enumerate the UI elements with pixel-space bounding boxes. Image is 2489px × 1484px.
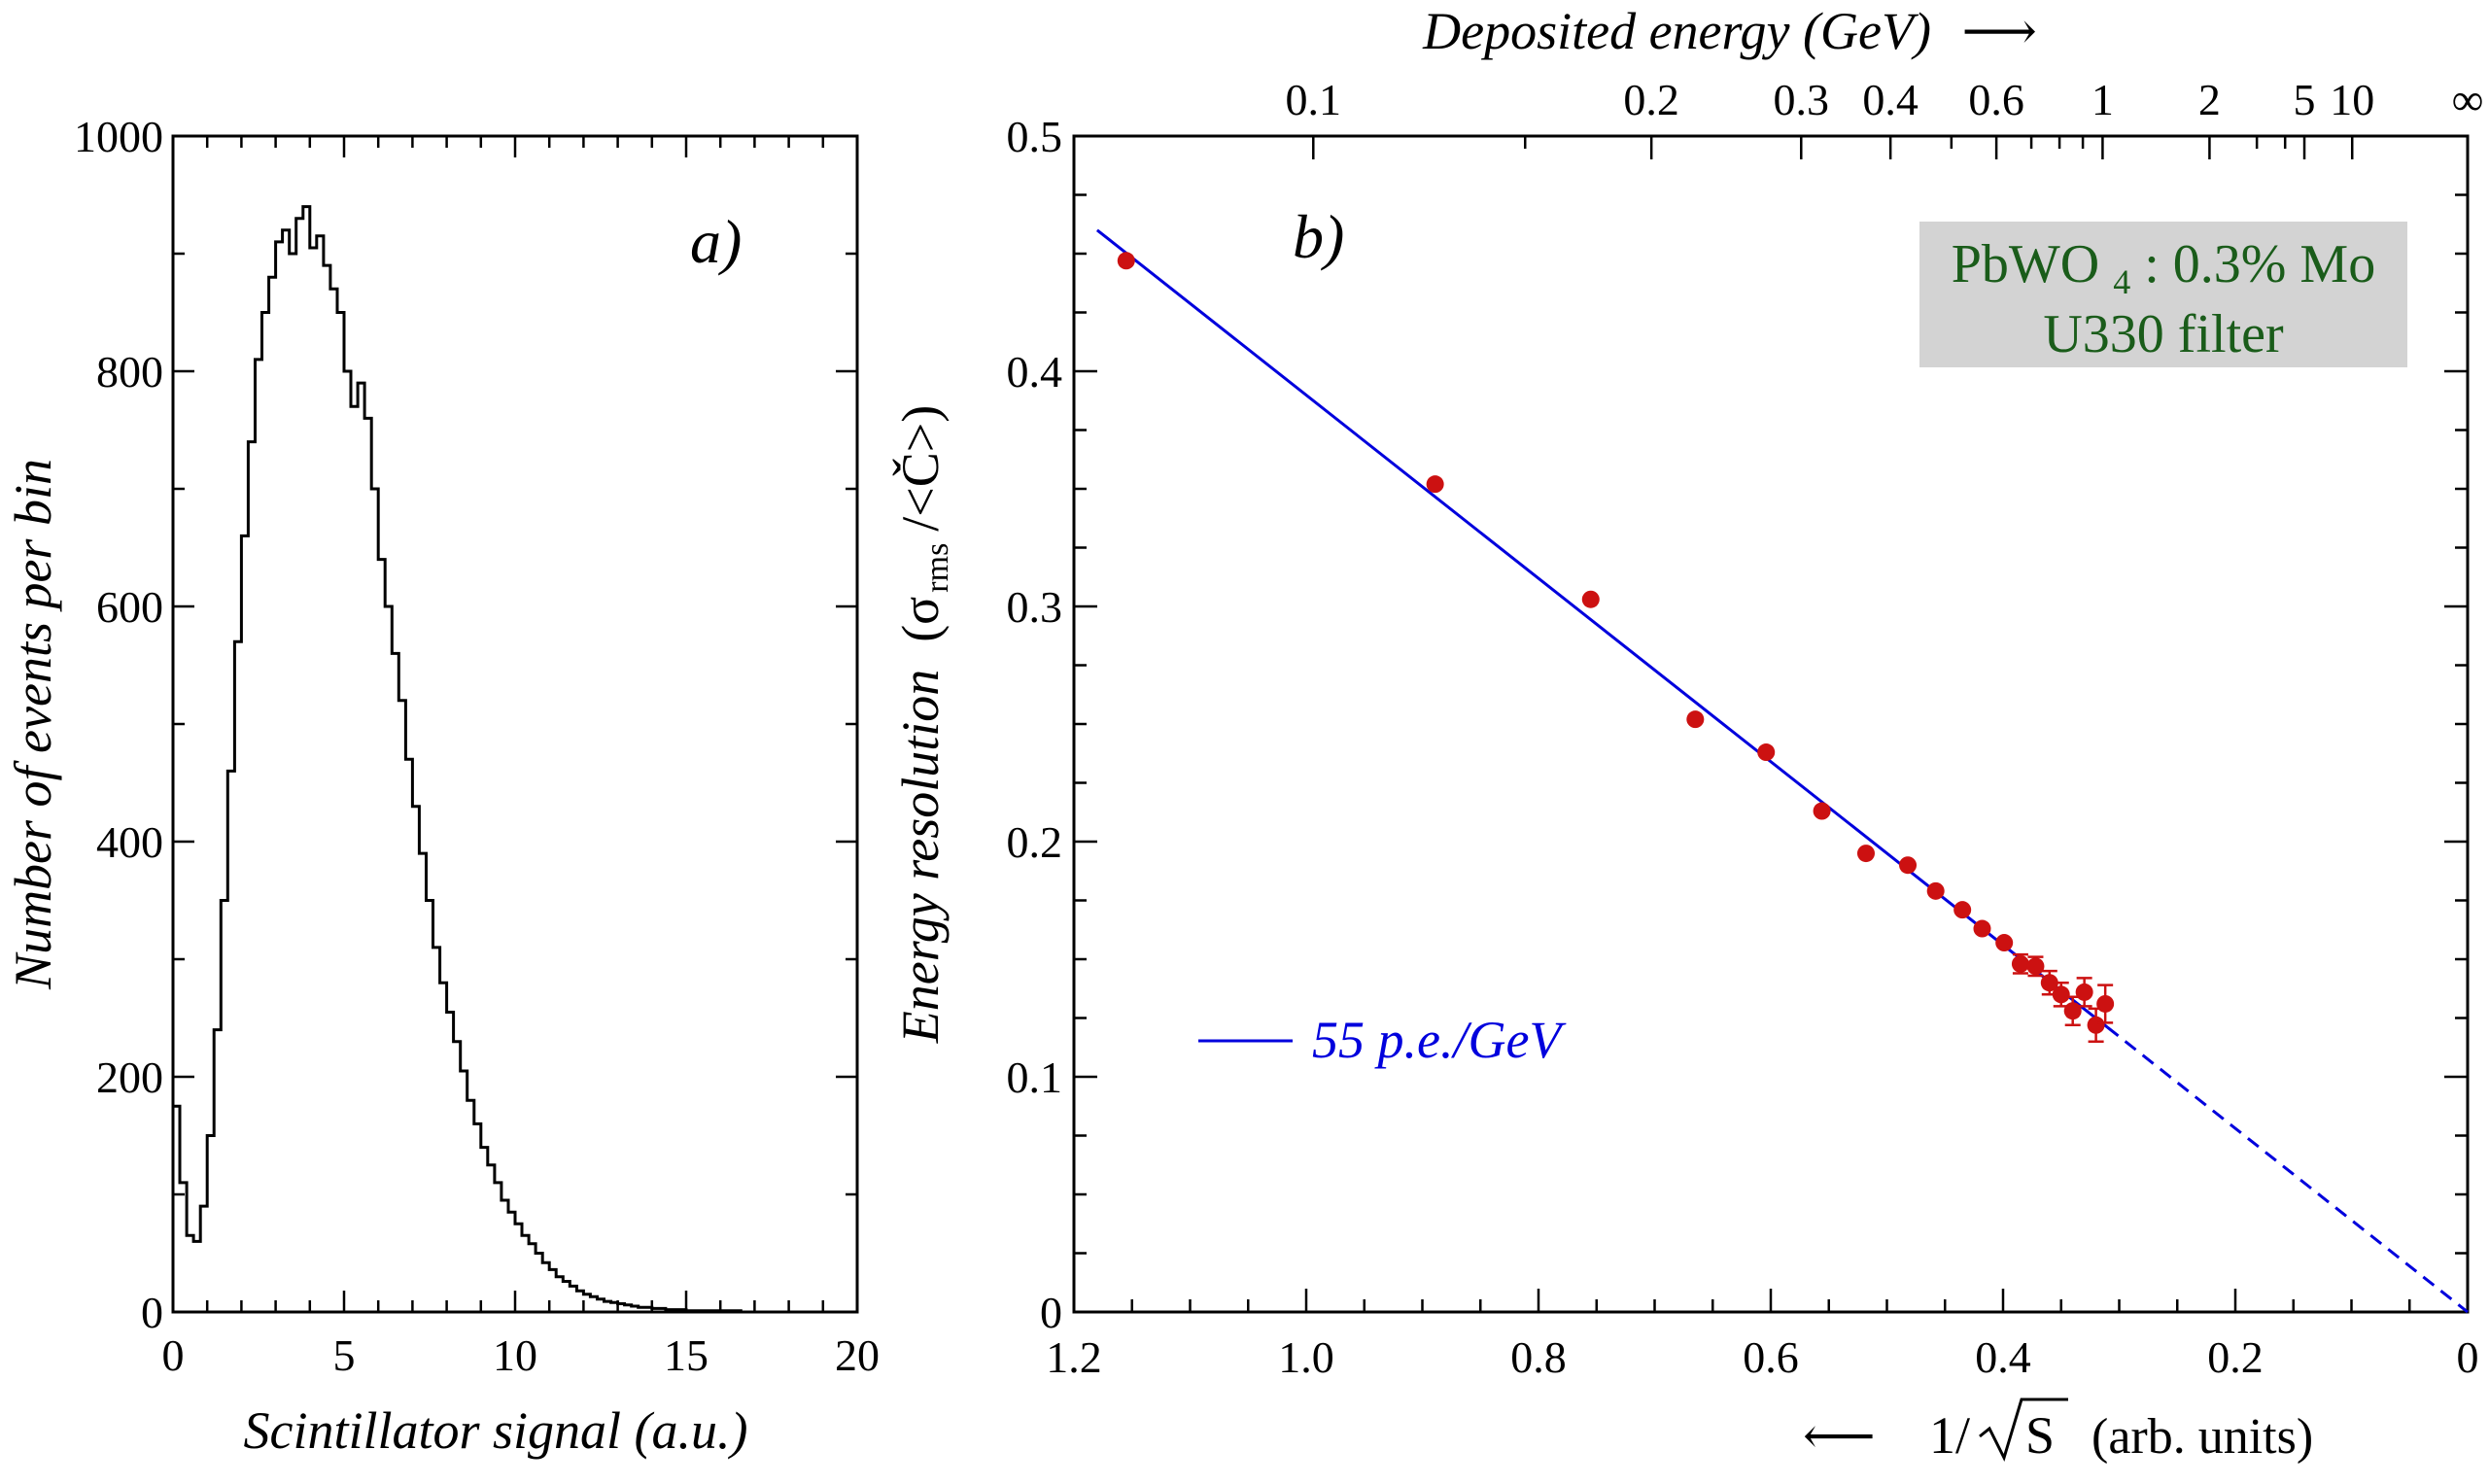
x-tick-label: 5: [333, 1330, 356, 1380]
y-axis-title-close: /<Č>): [891, 405, 950, 532]
y-axis-title-main: Energy resolution: [891, 670, 950, 1044]
y-tick-label: 400: [96, 817, 163, 867]
panel-b-frame: [1072, 134, 2470, 1314]
panel-b-resolution: 1.2 1.0 0.8 0.6 0.4 0.2 0 0 0.1 0.2 0.3 0.4 0.5 0.1…: [891, 2, 2483, 1465]
x-tick-label: 10: [493, 1330, 537, 1380]
material-annotation: PbWO 4 : 0.3% Mo U330 filter: [1919, 222, 2407, 367]
top-tick-label: 2: [2198, 75, 2221, 124]
y-tick-label: 0: [1040, 1288, 1062, 1337]
y-tick-label: 0.1: [1007, 1053, 1063, 1102]
panel-b-fit-lines: [1095, 228, 2469, 1314]
panel-a-y-tick-labels: 0 200 400 600 800 1000: [74, 112, 163, 1337]
top-tick-label: 0.1: [1286, 75, 1342, 124]
data-point: [2087, 1016, 2105, 1034]
data-point: [2052, 985, 2070, 1004]
x-tick-label: 0.8: [1510, 1332, 1567, 1382]
data-point: [1953, 901, 1972, 919]
top-tick-label: 0.2: [1623, 75, 1679, 124]
top-tick-label: 0.4: [1862, 75, 1919, 124]
sqrt-radical-icon: [1979, 1398, 2068, 1463]
y-axis-title-sub: rms: [919, 543, 955, 593]
annotation-line-1: PbWO 4 : 0.3% Mo: [1952, 234, 2375, 306]
y-tick-label: 600: [96, 582, 163, 632]
data-point: [1117, 252, 1135, 270]
annotation-subscript: 4: [2113, 262, 2130, 301]
data-point: [1686, 710, 1705, 729]
y-tick-label: 1000: [74, 112, 163, 161]
y-tick-label: 0.3: [1007, 582, 1063, 632]
x-axis-arrow: ⟵: [1803, 1409, 1876, 1465]
x-axis-title-suffix: (arb. units): [2091, 1409, 2313, 1465]
y-tick-label: 200: [96, 1053, 163, 1102]
x-tick-label: 1.2: [1046, 1332, 1102, 1382]
extrapolation-line: [2106, 1026, 2469, 1314]
panel-b-label: b): [1293, 202, 1344, 271]
x-axis-title-radicand: S: [2025, 1406, 2055, 1465]
y-tick-label: 0: [141, 1288, 163, 1337]
panel-a-frame: [171, 134, 859, 1314]
data-point: [1581, 590, 1600, 608]
panel-a-ticks: [171, 134, 859, 1314]
data-point: [1757, 743, 1776, 762]
x-tick-label: 0.2: [2207, 1332, 2264, 1382]
x-axis-title-main: 1/: [1929, 1406, 1970, 1465]
data-point: [1899, 856, 1918, 875]
top-axis-title-main: Deposited energy (GeV): [1422, 2, 1931, 60]
x-tick-label: 15: [664, 1330, 709, 1380]
data-point: [1973, 919, 1991, 938]
data-point: [1426, 475, 1444, 494]
x-tick-label: 20: [835, 1330, 880, 1380]
y-axis-title-open: (σ: [891, 597, 950, 642]
panel-a-label: a): [690, 207, 742, 276]
data-point: [2075, 983, 2093, 1001]
panel-a-y-axis-title: Number of events per bin: [4, 459, 62, 990]
annotation-line-2: U330 filter: [2043, 304, 2284, 364]
annotation-material: PbWO: [1952, 234, 2099, 294]
annotation-background: [1919, 222, 2407, 367]
legend: 55 p.e./GeV: [1198, 1011, 1567, 1069]
panel-b-top-tick-labels: 0.1 0.2 0.3 0.4 0.6 1 2 5 10 ∞: [1286, 75, 2484, 124]
data-point: [1813, 802, 1831, 820]
annotation-doping: : 0.3% Mo: [2144, 234, 2375, 294]
top-axis-title: Deposited energy (GeV) ⟶: [1422, 2, 2037, 60]
panel-b-x-tick-labels: 1.2 1.0 0.8 0.6 0.4 0.2 0: [1046, 1332, 2478, 1382]
histogram-line: [173, 205, 857, 1314]
top-axis-arrow: ⟶: [1961, 2, 2036, 60]
data-point: [1856, 845, 1875, 863]
panel-a-histogram: 0 5 10 15 20 0 200 400 600 800 1000 a) Scintillat…: [4, 112, 880, 1460]
panel-a-x-tick-labels: 0 5 10 15 20: [162, 1330, 881, 1380]
x-tick-label: 1.0: [1278, 1332, 1334, 1382]
top-tick-label: 1: [2091, 75, 2114, 124]
x-tick-label: 0.4: [1975, 1332, 2031, 1382]
top-tick-label: 0.3: [1774, 75, 1830, 124]
data-point: [2096, 994, 2115, 1013]
x-tick-label: 0: [2457, 1332, 2479, 1382]
data-point: [2011, 954, 2029, 973]
data-point: [1995, 934, 2014, 952]
legend-label-fit: 55 p.e./GeV: [1312, 1011, 1567, 1069]
y-tick-label: 0.5: [1007, 112, 1063, 161]
top-tick-label: 5: [2294, 75, 2316, 124]
panel-b-data-points: [1117, 252, 2115, 1043]
y-tick-label: 0.2: [1007, 817, 1063, 867]
y-tick-label: 800: [96, 347, 163, 397]
data-point: [2040, 974, 2058, 992]
x-tick-label: 0.6: [1743, 1332, 1799, 1382]
top-tick-label: 0.6: [1968, 75, 2024, 124]
top-tick-label: 10: [2330, 75, 2374, 124]
panel-b-y-tick-labels: 0 0.1 0.2 0.3 0.4 0.5: [1007, 112, 1063, 1337]
data-point: [2063, 1002, 2082, 1020]
top-tick-label: ∞: [2452, 75, 2484, 124]
data-point: [1926, 881, 1945, 900]
panel-a-x-axis-title: Scintillator signal (a.u.): [244, 1401, 748, 1460]
panel-b-y-axis-title: Energy resolution (σ rms /<Č>): [891, 405, 955, 1044]
panel-b-x-axis-title: ⟵ 1/ S (arb. units): [1803, 1398, 2313, 1465]
y-tick-label: 0.4: [1007, 347, 1063, 397]
data-point: [2026, 957, 2045, 976]
x-tick-label: 0: [162, 1330, 185, 1380]
